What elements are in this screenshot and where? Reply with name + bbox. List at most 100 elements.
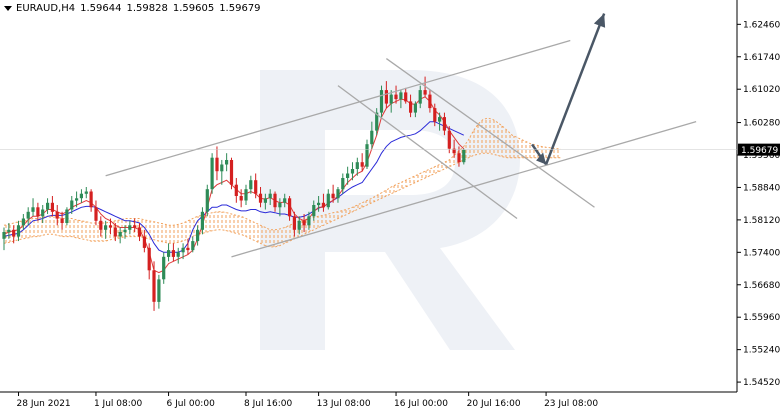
candle-body xyxy=(229,160,234,185)
candle-body xyxy=(409,101,413,113)
price-tick-label: 1.61020 xyxy=(743,85,780,95)
price-tick-label: 1.54520 xyxy=(743,378,780,388)
ohlc-close: 1.59679 xyxy=(219,3,261,14)
candle-body xyxy=(21,218,25,226)
pullback-arrow-head[interactable] xyxy=(536,152,547,165)
candle-body xyxy=(462,149,466,163)
price-tick-label: 1.58840 xyxy=(743,183,780,193)
candle-body xyxy=(60,218,64,223)
candle-body xyxy=(234,184,238,196)
candle-body xyxy=(186,247,190,251)
candle-body xyxy=(331,193,335,199)
candle-body xyxy=(70,200,74,210)
candle-body xyxy=(399,92,403,100)
candle-body xyxy=(307,216,311,226)
price-tick-label: 1.56680 xyxy=(743,281,780,291)
candle-body xyxy=(249,180,253,190)
candle-body xyxy=(104,225,108,230)
candle-body xyxy=(205,189,209,212)
candle-body xyxy=(350,169,355,174)
candle-body xyxy=(55,211,59,219)
candle-body xyxy=(375,112,379,131)
candle-body xyxy=(94,207,98,221)
candle-body xyxy=(302,220,306,226)
candle-body xyxy=(258,193,263,203)
candle-body xyxy=(273,193,277,208)
candle-body xyxy=(215,157,219,172)
candle-body xyxy=(389,94,393,104)
candle-body xyxy=(181,247,185,253)
dropdown-triangle-icon[interactable] xyxy=(4,6,12,11)
candle-body xyxy=(75,198,79,201)
forecast-arrow-head[interactable] xyxy=(593,13,606,28)
candle-body xyxy=(84,191,88,194)
candle-body xyxy=(394,94,398,100)
ohlc-high: 1.59828 xyxy=(126,3,168,14)
candle-body xyxy=(113,227,117,237)
candle-body xyxy=(418,90,422,104)
candle-body xyxy=(346,173,350,178)
candle-body xyxy=(50,202,54,212)
candle-body xyxy=(41,209,45,217)
price-tick-label: 1.61740 xyxy=(743,53,780,63)
candle-body xyxy=(254,180,258,194)
candle-body xyxy=(162,256,166,280)
candle-body xyxy=(16,225,21,237)
candle-body xyxy=(171,250,175,257)
candle-body xyxy=(157,279,161,302)
candle-body xyxy=(336,189,340,199)
candle-body xyxy=(428,94,432,109)
candle-body xyxy=(191,241,195,251)
candle-body xyxy=(283,198,287,203)
candle-body xyxy=(128,225,132,230)
candle-body xyxy=(7,229,11,233)
candle-body xyxy=(26,211,30,219)
candle-body xyxy=(263,198,267,203)
price-tick-label: 1.55960 xyxy=(743,313,780,323)
candle-body xyxy=(433,108,437,122)
candle-body xyxy=(423,90,427,95)
candle-body xyxy=(404,92,408,102)
forecast-arrow-shaft[interactable] xyxy=(544,13,606,165)
candle-body xyxy=(379,90,384,113)
symbol-header: EURAUD,H4 1.59644 1.59828 1.59605 1.5967… xyxy=(4,3,266,14)
time-tick-label: 6 Jul 00:00 xyxy=(167,399,216,409)
candle-body xyxy=(123,229,127,233)
candle-body xyxy=(452,148,456,154)
time-tick-label: 28 Jun 2021 xyxy=(17,399,71,409)
candle-body xyxy=(31,207,35,212)
candle-body xyxy=(384,90,388,104)
candle-body xyxy=(317,202,321,206)
ohlc-open: 1.59644 xyxy=(80,3,122,14)
candle-body xyxy=(2,232,6,239)
candle-body xyxy=(225,160,229,165)
candle-body xyxy=(244,189,248,201)
price-tick-label: 1.57400 xyxy=(743,248,780,258)
candle-body xyxy=(152,270,156,302)
ichimoku-cloud xyxy=(4,118,561,247)
channel-lower-trendline[interactable] xyxy=(231,121,697,258)
candle-body xyxy=(239,196,243,201)
current-price-tag xyxy=(738,143,780,156)
candle-body xyxy=(176,252,180,257)
candle-body xyxy=(118,232,122,237)
candle-body xyxy=(137,227,142,237)
candle-body xyxy=(12,229,16,237)
candle-body xyxy=(355,162,359,169)
candle-body xyxy=(447,130,451,149)
candle-body xyxy=(370,130,374,145)
symbol-timeframe: EURAUD,H4 xyxy=(16,3,76,14)
candle-body xyxy=(365,144,369,167)
candle-body xyxy=(46,202,50,210)
channel-upper-trendline[interactable] xyxy=(105,39,571,177)
tenkan-sen-line xyxy=(3,96,465,274)
candle-body xyxy=(167,250,171,257)
candle-body xyxy=(79,193,83,199)
time-tick-label: 13 Jul 08:00 xyxy=(317,399,371,409)
descending-upper-trendline[interactable] xyxy=(385,58,595,208)
candle-body xyxy=(442,117,446,131)
descending-lower-trendline[interactable] xyxy=(337,85,518,220)
kijun-sen-line xyxy=(3,121,465,253)
